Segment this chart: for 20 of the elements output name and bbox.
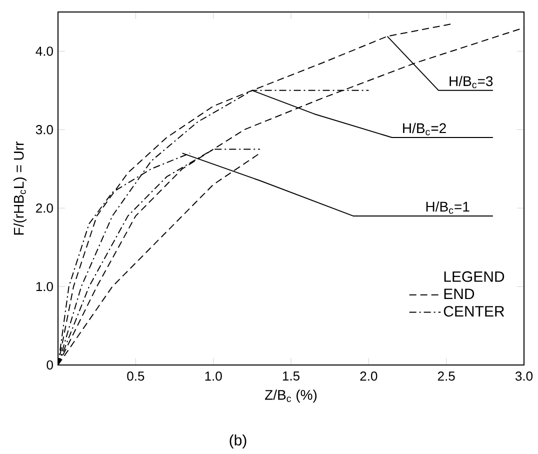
annotation: H/B$_{c}$=3 [450,76,493,88]
x-axis-title: Z/B$_{c}$ (%) [265,390,317,403]
y-tick-label: 3.0 [36,125,53,134]
y-axis-title: F/(rHB$_{c}$L) = Urr [13,142,27,235]
legend-title: LEGEND [444,271,504,282]
y-tick-label: 1.0 [36,282,53,292]
x-tick-label: 1.5 [282,372,300,381]
x-tick-label: 0.5 [127,372,144,381]
text: (b) [230,434,246,448]
x-tick-label: 3.0 [515,372,533,381]
y-tick-label: 0 [46,360,53,370]
legend-label: END [444,288,474,300]
x-tick-label: 2.5 [438,372,455,381]
annotation: H/B$_{c}$=2 [403,122,446,136]
x-tick-label: 2.0 [360,372,378,381]
annotation: H/B$_{c}$=1 [426,201,470,214]
x-tick-label: 1.0 [205,372,222,381]
y-tick-label: 2.0 [36,203,53,213]
y-tick-label: 4.0 [36,46,53,56]
legend-label: CENTER [444,306,504,317]
